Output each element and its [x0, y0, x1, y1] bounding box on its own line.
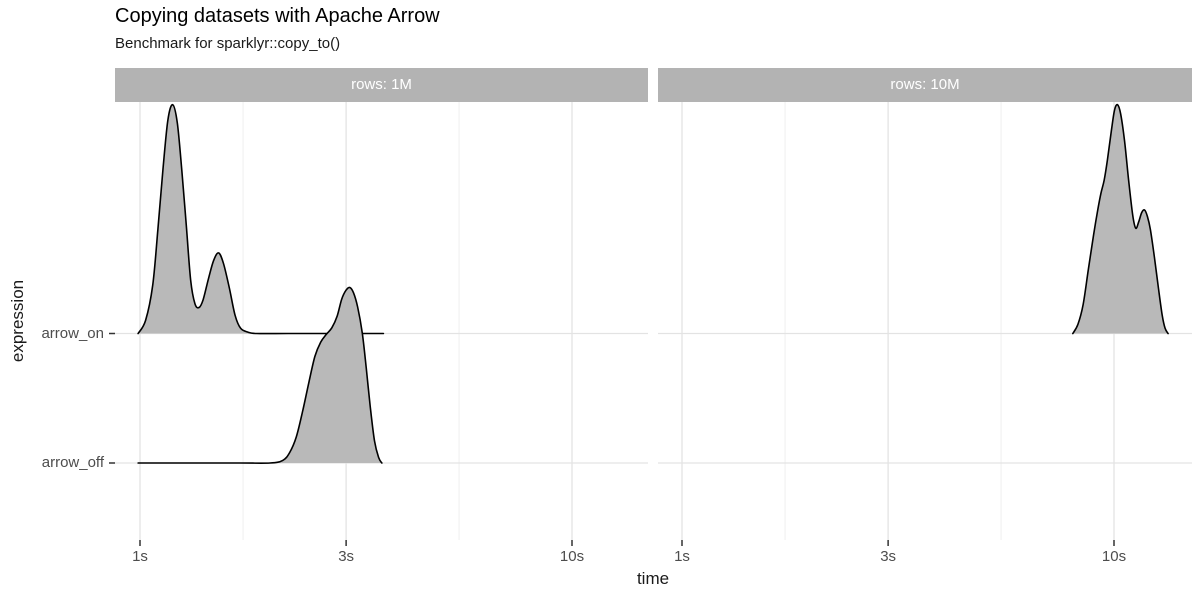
- y-tick-label-arrow-off: arrow_off: [41, 454, 104, 471]
- x-tick-label: 10s: [1102, 548, 1126, 565]
- ridges-1: [1072, 103, 1169, 335]
- density-ridge-outline-arrow_on: [1072, 103, 1169, 335]
- density-ridge-fill-arrow_on: [138, 104, 384, 334]
- x-tick-label: 1s: [674, 548, 690, 565]
- x-tick-label: 3s: [880, 548, 896, 565]
- density-ridge-fill-arrow_off: [138, 287, 382, 464]
- density-ridge-fill-arrow_on: [1072, 104, 1169, 334]
- x-tick-label: 3s: [338, 548, 354, 565]
- plot-subtitle: Benchmark for sparklyr::copy_to(): [115, 35, 341, 52]
- panel-0: 1s 3s 10s: [115, 102, 648, 565]
- x-axis-title: time: [636, 569, 670, 588]
- y-axis-title: expression: [8, 279, 27, 363]
- density-ridge-outline-arrow_off: [137, 286, 383, 464]
- facet-strip-rows-10m: rows: 10M: [658, 68, 1192, 102]
- x-tick-label: 10s: [560, 548, 584, 565]
- facet-strip-rows-1m: rows: 1M: [115, 68, 648, 102]
- y-tick-label-arrow-on: arrow_on: [41, 325, 104, 342]
- plot-title: Copying datasets with Apache Arrow: [115, 5, 440, 27]
- x-tick-label: 1s: [132, 548, 148, 565]
- panel-1: 1s 3s 10s: [658, 102, 1192, 565]
- ridges-0: [137, 103, 385, 464]
- density-ridge-outline-arrow_on: [137, 103, 385, 335]
